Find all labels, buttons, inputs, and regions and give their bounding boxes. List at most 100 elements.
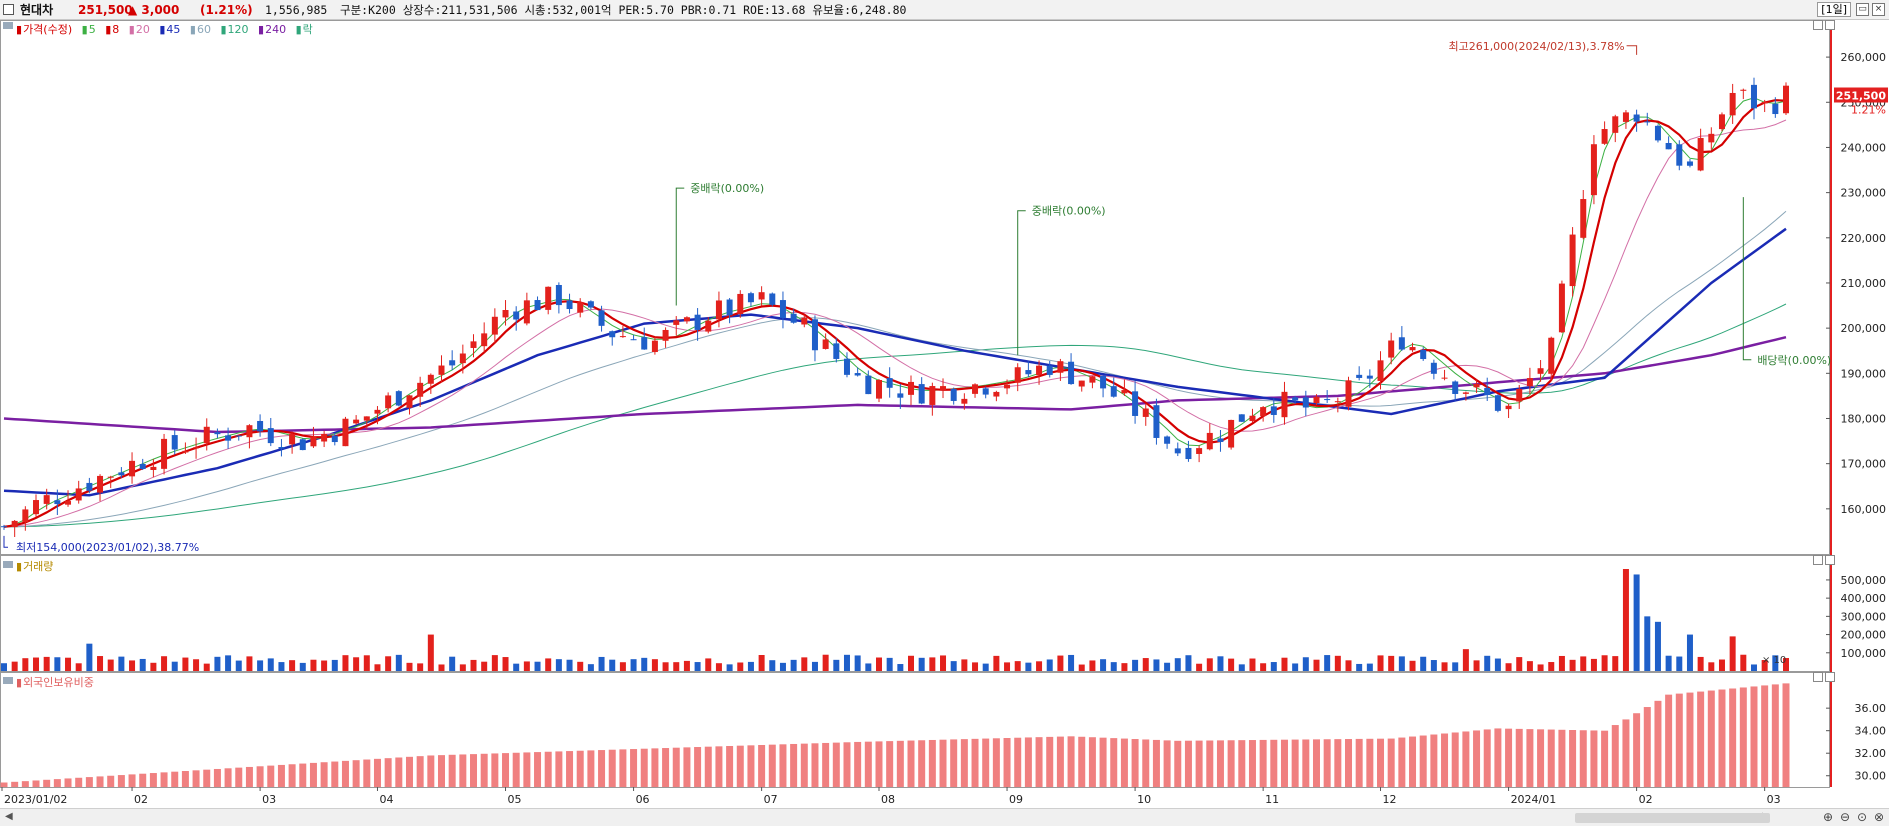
- candle-body: [1228, 419, 1235, 448]
- foreign-bar: [1046, 736, 1054, 787]
- volume-bar: [1132, 659, 1139, 671]
- div2-annotation: 중배락(0.00%): [1032, 205, 1106, 218]
- candle-body: [1740, 89, 1747, 91]
- foreign-bar: [75, 777, 83, 787]
- foreign-bar: [1729, 688, 1737, 787]
- scroll-left-icon[interactable]: ◀: [5, 811, 13, 822]
- foreign-bar: [747, 745, 755, 787]
- candle-body: [1590, 144, 1597, 196]
- volume-bar: [22, 658, 29, 671]
- candle-body: [1078, 380, 1085, 387]
- candle-body: [182, 450, 189, 453]
- x-tick-label: 2024/01: [1511, 793, 1557, 806]
- candle-body: [1046, 365, 1053, 375]
- candle-body: [1473, 383, 1480, 388]
- volume-bar: [1334, 655, 1341, 671]
- current-price-pct: 1.21%: [1851, 104, 1886, 117]
- window-checkbox-icon[interactable]: [3, 4, 14, 15]
- candle-body: [1238, 414, 1245, 422]
- price-legend: ▮가격(수정) ▮5 ▮8 ▮20 ▮45 ▮60 ▮120 ▮240 ▮락: [16, 23, 313, 36]
- foreign-bar: [704, 746, 712, 787]
- foreign-bar: [832, 742, 840, 787]
- candle-body: [1452, 381, 1459, 394]
- volume-pane-menu-icon[interactable]: [3, 561, 13, 568]
- foreign-tick-label: 36.00: [1855, 702, 1887, 715]
- candle-body: [1750, 84, 1757, 109]
- foreign-bar: [1441, 733, 1449, 787]
- volume-bar: [246, 656, 253, 671]
- volume-bar: [118, 656, 125, 671]
- foreign-bar: [459, 754, 467, 787]
- foreign-bar: [0, 782, 8, 787]
- candle-body: [1516, 388, 1523, 402]
- foreign-bar: [1280, 739, 1288, 787]
- volume-bar: [1590, 658, 1597, 671]
- foreign-pane-min-icon[interactable]: [1813, 672, 1823, 682]
- foreign-bar: [758, 744, 766, 787]
- foreign-bar: [672, 747, 680, 787]
- candle-body: [1377, 360, 1384, 381]
- zoom-out-icon[interactable]: ⊖: [1839, 810, 1851, 824]
- candle-body: [1697, 138, 1704, 171]
- zoom-reset-icon[interactable]: ⊙: [1856, 810, 1868, 824]
- volume-bar: [737, 662, 744, 671]
- candle-body: [630, 339, 637, 341]
- foreign-bar: [736, 745, 744, 787]
- close-icon[interactable]: ×: [1872, 3, 1885, 16]
- price-pane-min-icon[interactable]: [1813, 20, 1823, 30]
- foreign-pane-menu-icon[interactable]: [3, 677, 13, 684]
- price-pane-menu-icon[interactable]: [3, 22, 13, 29]
- zoom-in-icon[interactable]: ⊕: [1822, 810, 1834, 824]
- chart-area[interactable]: 260,000250,000240,000230,000220,000210,0…: [0, 20, 1889, 808]
- zoom-fit-icon[interactable]: ⊗: [1873, 810, 1885, 824]
- div3-marker: [1742, 197, 1752, 361]
- foreign-bar: [1206, 740, 1214, 787]
- volume-bar: [1164, 662, 1171, 671]
- foreign-tick-label: 32.00: [1855, 747, 1887, 760]
- stock-name[interactable]: 현대차: [20, 3, 54, 17]
- candle-body: [918, 384, 925, 404]
- candle-body: [246, 425, 253, 438]
- volume-bar: [107, 659, 114, 671]
- candle-body: [513, 311, 520, 320]
- volume-bar: [1025, 662, 1032, 671]
- candle-body: [363, 416, 370, 421]
- candle-body: [993, 391, 1000, 397]
- foreign-bar: [960, 739, 968, 787]
- volume-bar: [1708, 662, 1715, 671]
- foreign-bar: [790, 743, 798, 787]
- volume-bar: [587, 664, 594, 671]
- foreign-bar: [128, 774, 136, 787]
- candle-body: [619, 336, 626, 338]
- price-tick-label: 220,000: [1841, 232, 1887, 245]
- candle-body: [1388, 340, 1395, 358]
- volume-bar: [822, 654, 829, 671]
- volume-pane-title: 거래량: [23, 560, 54, 573]
- candle-body: [534, 300, 541, 311]
- candle-body: [779, 300, 786, 318]
- price-pane-close-icon[interactable]: [1825, 20, 1835, 30]
- candle-body: [683, 317, 690, 322]
- foreign-pane-close-icon[interactable]: [1825, 672, 1835, 682]
- foreign-bar: [576, 750, 584, 787]
- volume-pane-close-icon[interactable]: [1825, 555, 1835, 565]
- volume-bar: [54, 657, 61, 671]
- foreign-bar: [1184, 740, 1192, 787]
- foreign-bar: [1590, 730, 1598, 787]
- volume-bar: [897, 664, 904, 671]
- price-change: ▲ 3,000: [128, 3, 180, 17]
- candle-body: [65, 501, 72, 505]
- period-selector[interactable]: [1일]: [1817, 2, 1851, 17]
- candle-body: [747, 293, 754, 303]
- volume-bar: [1292, 663, 1299, 671]
- foreign-bar: [1227, 740, 1235, 787]
- horizontal-scrollbar[interactable]: ◀ ▶ ⊕ ⊖ ⊙ ⊗: [0, 808, 1889, 826]
- volume-pane-min-icon[interactable]: [1813, 555, 1823, 565]
- foreign-bar: [566, 751, 574, 787]
- volume-tick-label: 100,000: [1841, 647, 1887, 660]
- scroll-thumb[interactable]: [1575, 813, 1770, 823]
- candle-body: [1665, 142, 1672, 150]
- candle-body: [843, 358, 850, 375]
- restore-icon[interactable]: ▭: [1856, 3, 1869, 16]
- legend-price: 가격(수정): [23, 23, 73, 36]
